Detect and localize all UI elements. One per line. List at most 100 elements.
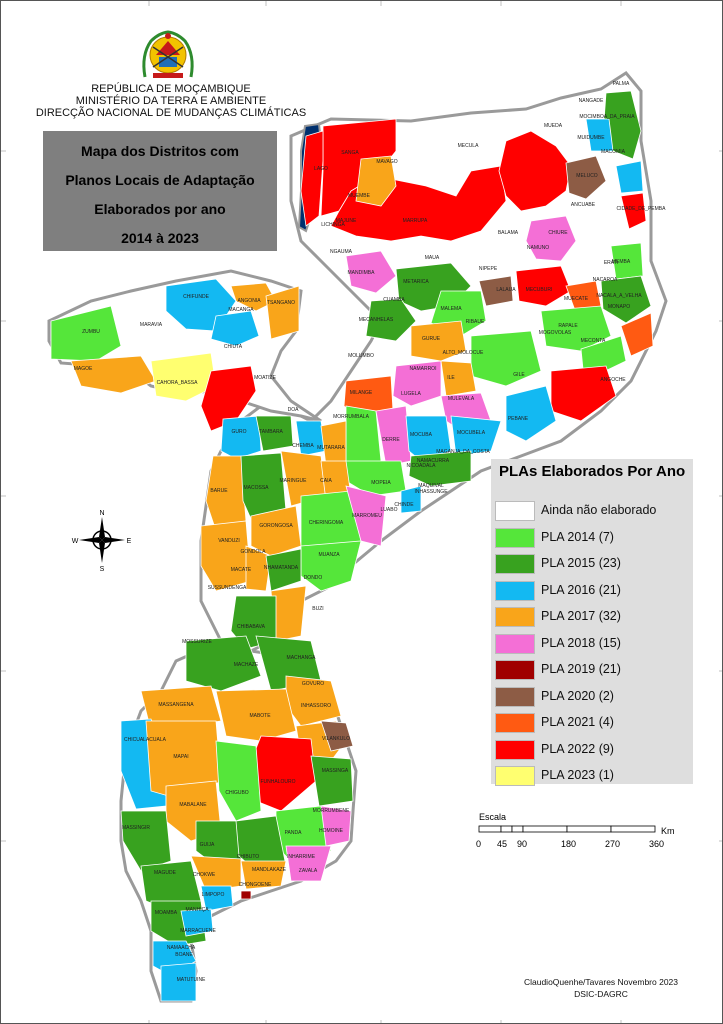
district-label: TAMBARA [259, 429, 283, 435]
legend-swatch [495, 686, 535, 707]
district-label: INHASSORO [301, 703, 331, 709]
district-label: CHERINGOMA [309, 520, 344, 526]
district-label: NAMUNO [527, 245, 549, 251]
legend-item: PLA 2014 (7) [495, 527, 691, 548]
credit-author: ClaudioQuenhe/Tavares Novembro 2023 [523, 977, 679, 987]
district-label: NIPEPE [479, 266, 498, 272]
legend-label: Ainda não elaborado [541, 503, 657, 517]
legend-label: PLA 2014 (7) [541, 529, 614, 544]
legend-item: Ainda não elaborado [495, 501, 691, 521]
scale-tick-180: 180 [561, 839, 577, 849]
district-label: CHIBABAVA [237, 624, 266, 630]
district-label: LUGELA [401, 391, 421, 397]
district-label: MOCUBA [410, 432, 433, 438]
district-label: BALAMA [498, 230, 519, 236]
legend-swatch [495, 766, 535, 786]
district-label: DOA [288, 407, 300, 413]
header-line-ministry: MINISTÉRIO DA TERRA E AMBIENTE [75, 95, 267, 107]
district-label: MACHAZE [234, 662, 259, 668]
district-label: MUANZA [318, 552, 340, 558]
legend-label: PLA 2021 (4) [541, 715, 614, 729]
district-label: SUSSUNDENGA [208, 585, 247, 591]
district-label: BARUE [210, 488, 228, 494]
district-label: CHEMBA [292, 443, 314, 449]
district-label: ZAVALA [299, 868, 318, 874]
district-label: MORRUMBENE [313, 808, 350, 814]
district-label: SANGA [341, 150, 359, 156]
district-label: NAMACURRA [417, 458, 450, 464]
district-label: NAMARROI [410, 366, 437, 372]
district-label: NHAMATANDA [264, 565, 299, 571]
district-label: MUECATE [564, 296, 589, 302]
district-label: MECUBURI [526, 287, 553, 293]
credit-department: DSIC-DAGRC [574, 989, 628, 999]
district-fills [50, 90, 654, 1002]
district-label: MUTARARA [317, 445, 345, 451]
district-label: MAGUDE [154, 870, 177, 876]
district-label: MAPAI [173, 754, 188, 760]
title-line-3: Elaborados por ano [94, 201, 226, 217]
district-label: GUIJA [200, 842, 215, 848]
district-label: CHIBUTO [237, 854, 260, 860]
compass-e: E [127, 538, 132, 545]
district-label: VANDUZI [218, 538, 240, 544]
compass-n: N [99, 510, 104, 517]
district-label: MANDLAKAZE [252, 867, 287, 873]
district-label: MACATE [231, 567, 252, 573]
district-label: MECONTA [581, 338, 606, 344]
district-label: MARRACUENE [180, 928, 216, 934]
district-label: MOPEIA [371, 480, 391, 486]
scale-bar-graphic [478, 825, 656, 833]
district-label: PALMA [613, 81, 630, 87]
header-line-directorate: DIRECÇÃO NACIONAL DE MUDANÇAS CLIMÁTICAS [35, 107, 307, 119]
district-label: NICOADALA [407, 463, 437, 469]
district-label: GILE [513, 372, 525, 378]
district-label: GURUE [422, 336, 441, 342]
district-label: MARAVIA [140, 322, 163, 328]
legend-item: PLA 2016 (21) [495, 580, 691, 601]
district-label: MELUCO [576, 173, 598, 179]
legend-label: PLA 2020 (2) [541, 688, 614, 703]
legend-label: PLA 2017 (32) [541, 609, 621, 623]
district-label: MARRUPA [403, 218, 428, 224]
legend-swatch [495, 607, 535, 627]
district-label: MEMBA [612, 259, 631, 265]
district-label: MUEMBE [348, 193, 371, 199]
district-label: DONDO [304, 575, 323, 581]
district-label: MECULA [458, 143, 480, 149]
district-label: MORRUMBALA [333, 414, 370, 420]
district-label: ANGOCHE [600, 377, 626, 383]
scale-tick-360: 360 [649, 839, 665, 849]
legend-label: PLA 2015 (23) [541, 556, 621, 570]
district-label: MACHANGA [287, 655, 317, 661]
legend-swatch [495, 713, 535, 733]
district-label: GOVURO [302, 681, 324, 687]
district-label: GONDOLA [240, 549, 266, 555]
national-emblem-icon [142, 30, 194, 78]
compass-w: W [72, 538, 79, 545]
district-label: DERRE [382, 437, 400, 443]
header-line-republic: REPÚBLICA DE MOÇAMBIQUE [91, 83, 251, 95]
district-label: CHIFUNDE [183, 294, 209, 300]
district-label: CHICUALACUALA [124, 737, 167, 743]
district-label: MOCUBELA [457, 430, 486, 436]
district-label: LAGO [314, 166, 328, 172]
district-label: ANGONIA [237, 298, 261, 304]
district-label: MAQUIVAL [418, 483, 444, 489]
district-label: MABALANE [179, 802, 207, 808]
district-label: MANDIMBA [348, 270, 376, 276]
district-label: MANHIÇA [185, 907, 209, 913]
district-label: NGAUMA [330, 249, 353, 255]
legend-swatch [495, 527, 535, 548]
map-legend: PLAs Elaborados Por Ano Ainda não elabor… [491, 459, 693, 786]
district-label: CHOKWE [193, 872, 216, 878]
legend-label: PLA 2023 (1) [541, 768, 614, 782]
district-label: ILE [447, 375, 455, 381]
legend-item: PLA 2019 (21) [495, 660, 691, 680]
district-label: NACAROA [593, 277, 618, 283]
legend-item: PLA 2022 (9) [495, 739, 691, 760]
institution-header: REPÚBLICA DE MOÇAMBIQUE MINISTÉRIO DA TE… [21, 83, 321, 119]
district-label: MAVAGO [376, 159, 397, 165]
legend-item: PLA 2021 (4) [495, 713, 691, 733]
district-label: INHASSUNGE [414, 489, 448, 495]
